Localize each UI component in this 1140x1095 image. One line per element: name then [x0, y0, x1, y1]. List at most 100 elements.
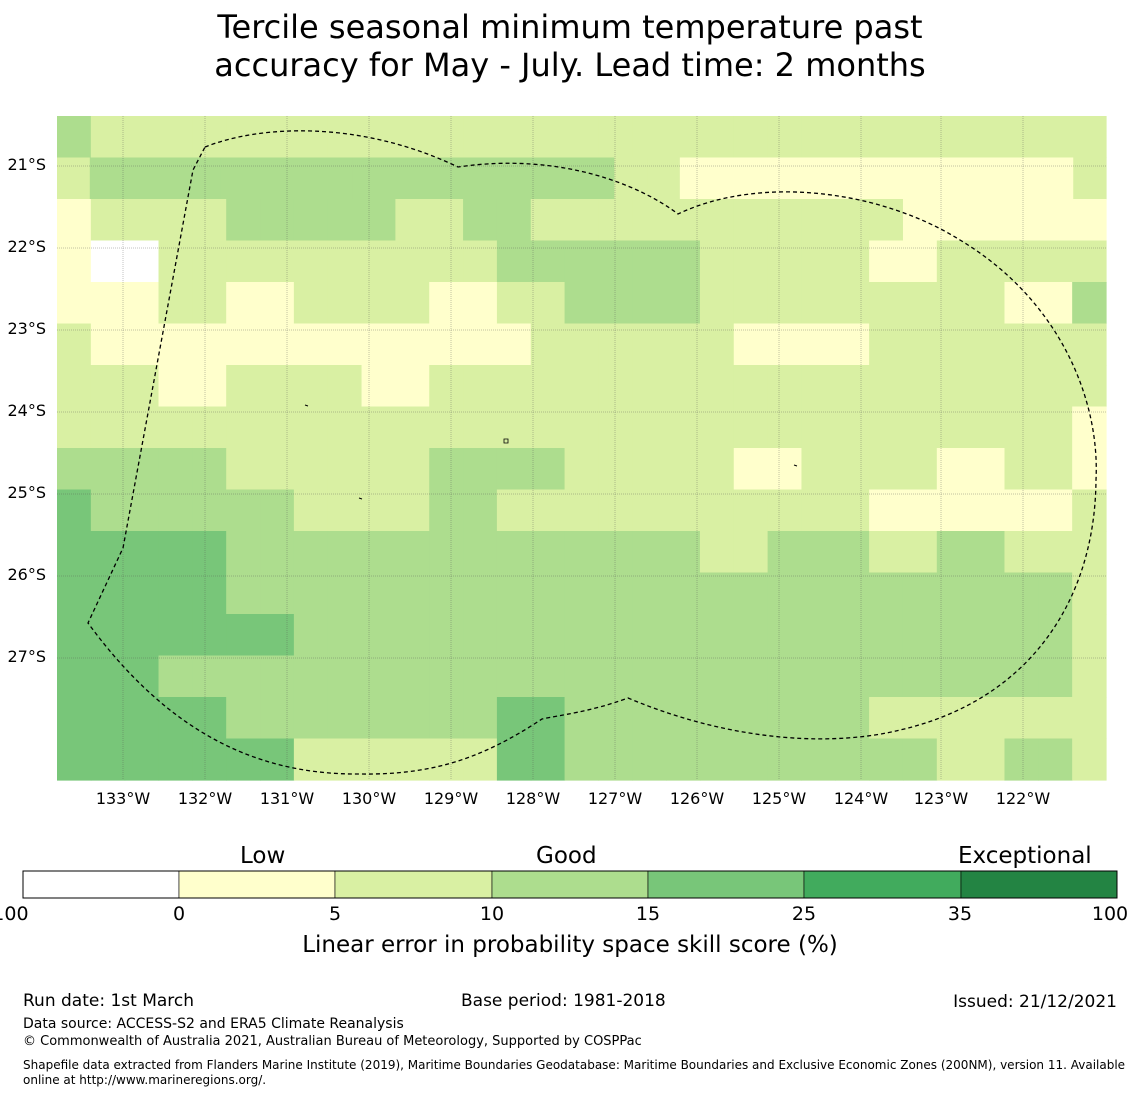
grid-cell — [293, 406, 329, 449]
grid-cell — [530, 572, 566, 615]
grid-cell — [496, 572, 532, 615]
island-marker — [304, 404, 309, 407]
grid-cell — [767, 614, 803, 657]
grid-cell — [564, 448, 600, 491]
grid-cell — [876, 157, 910, 200]
grid-cell — [361, 406, 396, 449]
grid-cell — [90, 365, 126, 408]
grid-cell — [598, 282, 633, 325]
grid-cell — [226, 199, 261, 242]
grid-cell — [1038, 365, 1073, 408]
grid-cell — [327, 323, 363, 366]
colorbar-segment — [960, 870, 1118, 899]
grid-cell — [429, 531, 464, 574]
grid-cell — [632, 697, 667, 740]
lon-label: 129°W — [423, 789, 479, 808]
grid-cell — [801, 531, 836, 574]
grid-cell — [801, 697, 836, 740]
grid-cell — [564, 572, 600, 615]
grid-cell — [57, 282, 92, 325]
grid-cell — [936, 240, 972, 283]
grid-cell — [778, 157, 812, 200]
grid-cell — [801, 406, 836, 449]
grid-cell — [564, 655, 600, 698]
eez-boundary-outline — [87, 130, 1097, 775]
grid-cell — [57, 448, 92, 491]
base-period: Base period: 1981-2018 — [461, 991, 666, 1011]
grid-cell — [598, 655, 633, 698]
grid-cell — [57, 365, 92, 408]
grid-cell — [835, 572, 870, 615]
shapefile-credit-line-1: Shapefile data extracted from Flanders M… — [23, 1058, 1126, 1072]
grid-cell — [124, 448, 160, 491]
grid-cell — [327, 572, 363, 615]
grid-cell — [970, 448, 1006, 491]
grid-cell — [767, 282, 803, 325]
grid-cell — [835, 531, 870, 574]
grid-cell — [835, 365, 870, 408]
grid-cell — [1038, 614, 1073, 657]
grid-cell — [57, 489, 92, 532]
grid-cell — [226, 697, 261, 740]
grid-cell — [361, 614, 396, 657]
grid-cell — [90, 697, 126, 740]
grid-cell — [733, 572, 769, 615]
grid-cell — [1004, 572, 1039, 615]
grid-cell — [1072, 406, 1107, 449]
grid-cell — [970, 240, 1006, 283]
grid-cell — [124, 240, 160, 283]
grid-cell — [598, 572, 633, 615]
grid-cell — [192, 655, 227, 698]
grid-cell — [936, 572, 972, 615]
grid-cell — [327, 406, 363, 449]
grid-cell — [1040, 157, 1074, 200]
grid-cell — [226, 406, 261, 449]
grid-cell — [57, 116, 92, 159]
grid-cell — [598, 738, 633, 781]
grid-cell — [361, 365, 396, 408]
grid-cell — [564, 282, 600, 325]
grid-cell — [1004, 738, 1039, 781]
grid-cell — [970, 323, 1006, 366]
colorbar-tick: 35 — [947, 903, 973, 925]
grid-cell — [293, 655, 329, 698]
grid-cell — [57, 697, 92, 740]
grid-cell — [530, 282, 566, 325]
grid-cell — [1038, 282, 1073, 325]
grid-cell — [632, 282, 667, 325]
grid-cell — [327, 282, 363, 325]
grid-cell — [327, 614, 363, 657]
grid-cell — [902, 489, 938, 532]
grid-cell — [327, 240, 363, 283]
grid-cell — [158, 282, 193, 325]
grid-cell — [361, 199, 396, 242]
grid-cell — [496, 365, 532, 408]
grid-cell — [869, 406, 904, 449]
grid-cell — [1038, 531, 1073, 574]
grid-cell — [712, 157, 747, 200]
grid-cell — [1072, 531, 1107, 574]
grid-cell — [699, 738, 735, 781]
grid-cell — [767, 365, 803, 408]
grid-cell — [1072, 572, 1107, 615]
grid-cell — [293, 572, 329, 615]
grid-cell — [801, 323, 836, 366]
grid-cell — [1004, 489, 1039, 532]
grid-cell — [57, 655, 92, 698]
grid-cell — [429, 323, 464, 366]
grid-cell — [89, 157, 124, 200]
grid-cell — [1038, 697, 1073, 740]
grid-cell — [429, 448, 464, 491]
grid-cell — [226, 738, 261, 781]
grid-cell — [699, 406, 735, 449]
colorbar-segment — [491, 870, 649, 899]
grid-cell — [902, 282, 938, 325]
grid-cell — [733, 655, 769, 698]
grid-cell — [1072, 738, 1107, 781]
grid-cell — [632, 655, 667, 698]
grid-cell — [699, 282, 735, 325]
map-title-line-1: Tercile seasonal minimum temperature pas… — [217, 8, 923, 46]
grid-cell — [869, 614, 904, 657]
grid-cell — [158, 697, 193, 740]
grid-cell — [869, 572, 904, 615]
